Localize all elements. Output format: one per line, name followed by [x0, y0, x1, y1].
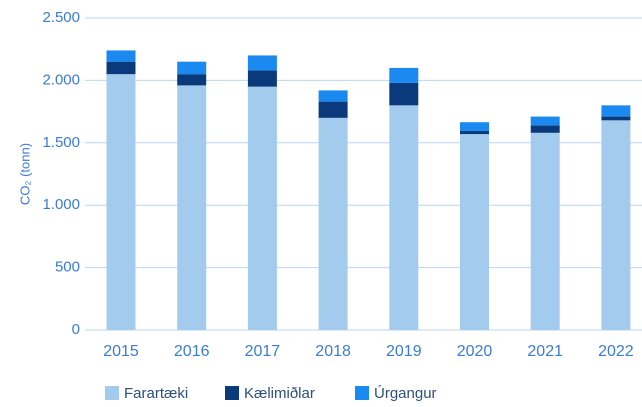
bar-segment	[389, 82, 419, 106]
bar-segment	[530, 132, 560, 330]
bar-segment	[601, 116, 631, 121]
x-tick-label: 2019	[386, 343, 422, 360]
legend-label: Kælimiðlar	[244, 385, 315, 402]
bar-segment	[106, 50, 136, 62]
legend-label: Farartæki	[124, 385, 188, 402]
bar-segment	[460, 134, 489, 330]
y-tick-label: 2.000	[42, 71, 80, 88]
legend-swatch	[355, 386, 369, 400]
bar-segment	[460, 122, 489, 131]
bar-segment	[389, 105, 419, 330]
bar-segment	[106, 61, 136, 75]
y-tick-label: 2.500	[42, 9, 80, 26]
bar-segment	[601, 120, 631, 330]
bar-segment	[247, 55, 277, 71]
x-tick-label: 2021	[527, 343, 563, 360]
legend-label: Úrgangur	[374, 385, 437, 402]
bar-segment	[318, 117, 348, 330]
legend-swatch	[225, 386, 239, 400]
bar-segment	[247, 86, 277, 330]
bar-segment	[460, 130, 489, 135]
x-tick-label: 2020	[457, 343, 493, 360]
bar-segment	[177, 74, 207, 86]
bar-segment	[177, 61, 207, 75]
y-tick-label: 1.000	[42, 196, 80, 213]
x-tick-label: 2018	[315, 343, 351, 360]
x-tick-label: 2017	[245, 343, 281, 360]
bar-segment	[177, 85, 207, 330]
x-tick-label: 2022	[598, 343, 634, 360]
bar-segment	[247, 70, 277, 87]
bar-segment	[389, 67, 419, 83]
legend-swatch	[105, 386, 119, 400]
y-axis-label: CO₂ (tonn)	[17, 143, 32, 205]
bar-segment	[530, 125, 560, 133]
y-tick-label: 0	[72, 321, 80, 338]
bar-segment	[106, 74, 136, 330]
x-tick-label: 2015	[103, 343, 139, 360]
bar-segment	[318, 90, 348, 102]
y-tick-label: 500	[55, 259, 80, 276]
y-tick-label: 1.500	[42, 134, 80, 151]
bar-segment	[601, 105, 631, 117]
bar-segment	[530, 116, 560, 126]
x-tick-label: 2016	[174, 343, 210, 360]
bar-segment	[318, 101, 348, 118]
